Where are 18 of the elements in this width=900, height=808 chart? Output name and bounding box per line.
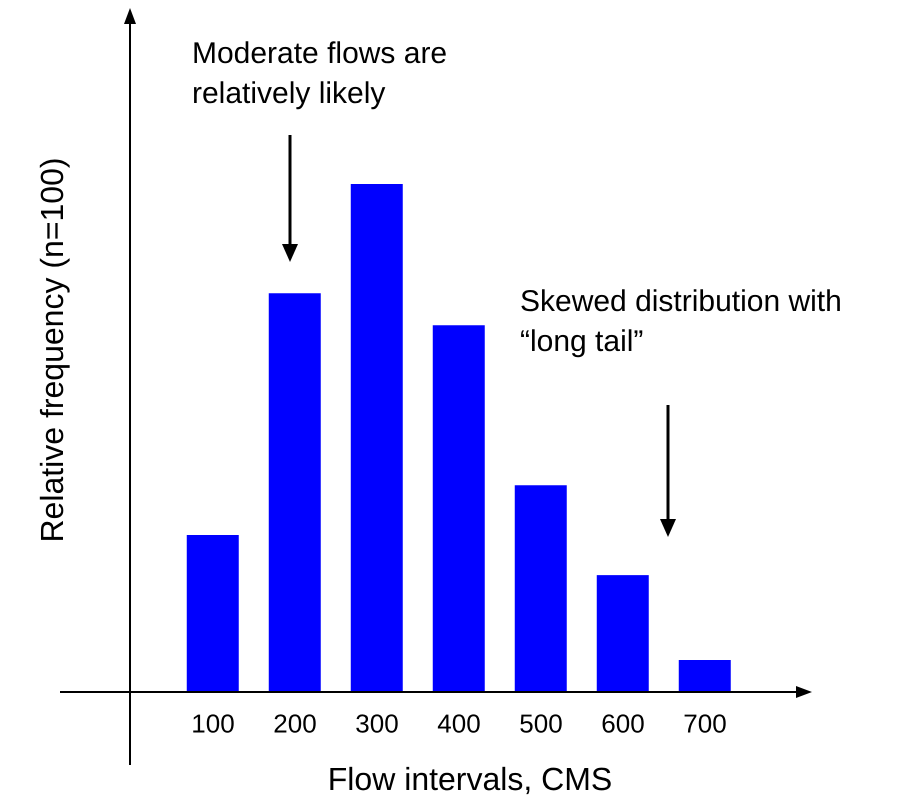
bar	[268, 293, 321, 692]
x-tick-label: 100	[191, 708, 235, 738]
bar	[514, 485, 567, 692]
y-axis-title: Relative frequency (n=100)	[34, 157, 70, 543]
bar	[350, 184, 403, 692]
annotation: Skewed distribution with “long tail”	[520, 284, 843, 360]
x-axis-title: Flow intervals, CMS	[328, 761, 612, 797]
x-tick-label: 400	[437, 708, 481, 738]
bar	[678, 660, 731, 692]
bar	[596, 575, 649, 692]
x-tick-label: 600	[601, 708, 645, 738]
bar	[186, 535, 239, 692]
text: Moderate flows are relatively likely	[192, 36, 448, 112]
x-tick-label: 500	[519, 708, 563, 738]
x-tick-label: 200	[273, 708, 317, 738]
x-tick-label: 700	[683, 708, 727, 738]
x-tick-label: 300	[355, 708, 399, 738]
bar	[432, 325, 485, 692]
